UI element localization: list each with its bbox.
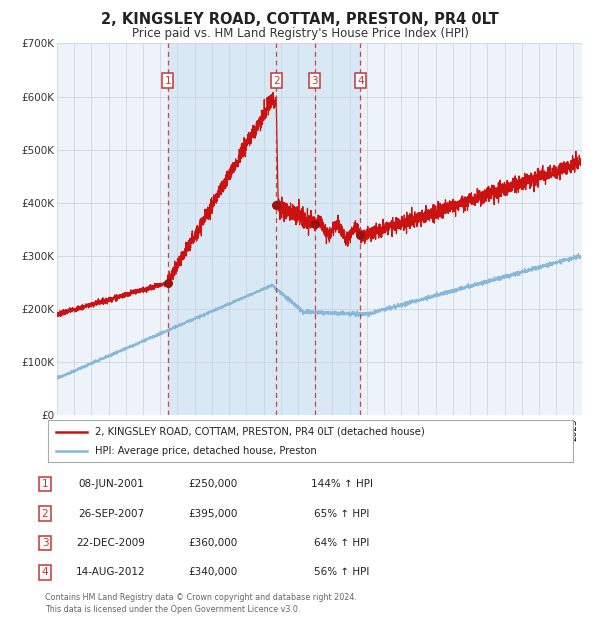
Text: 1: 1 xyxy=(164,76,171,86)
Text: £395,000: £395,000 xyxy=(188,508,238,518)
Text: 3: 3 xyxy=(311,76,318,86)
Text: 56% ↑ HPI: 56% ↑ HPI xyxy=(314,567,370,577)
Text: 4: 4 xyxy=(357,76,364,86)
Text: £250,000: £250,000 xyxy=(188,479,238,489)
Text: 3: 3 xyxy=(41,538,49,548)
Text: 26-SEP-2007: 26-SEP-2007 xyxy=(78,508,144,518)
Text: 64% ↑ HPI: 64% ↑ HPI xyxy=(314,538,370,548)
Text: £360,000: £360,000 xyxy=(188,538,238,548)
Text: 144% ↑ HPI: 144% ↑ HPI xyxy=(311,479,373,489)
Text: £340,000: £340,000 xyxy=(188,567,238,577)
Text: 2, KINGSLEY ROAD, COTTAM, PRESTON, PR4 0LT: 2, KINGSLEY ROAD, COTTAM, PRESTON, PR4 0… xyxy=(101,12,499,27)
Text: 2: 2 xyxy=(273,76,280,86)
Text: 22-DEC-2009: 22-DEC-2009 xyxy=(77,538,145,548)
Text: 4: 4 xyxy=(41,567,49,577)
Bar xyxy=(168,43,360,415)
Text: 08-JUN-2001: 08-JUN-2001 xyxy=(78,479,144,489)
Text: 2: 2 xyxy=(41,508,49,518)
Text: 14-AUG-2012: 14-AUG-2012 xyxy=(76,567,146,577)
Text: HPI: Average price, detached house, Preston: HPI: Average price, detached house, Pres… xyxy=(95,446,317,456)
Text: Price paid vs. HM Land Registry's House Price Index (HPI): Price paid vs. HM Land Registry's House … xyxy=(131,27,469,40)
Text: 2, KINGSLEY ROAD, COTTAM, PRESTON, PR4 0LT (detached house): 2, KINGSLEY ROAD, COTTAM, PRESTON, PR4 0… xyxy=(95,427,425,436)
Text: 1: 1 xyxy=(41,479,49,489)
Text: 65% ↑ HPI: 65% ↑ HPI xyxy=(314,508,370,518)
Text: Contains HM Land Registry data © Crown copyright and database right 2024.
This d: Contains HM Land Registry data © Crown c… xyxy=(45,593,357,614)
